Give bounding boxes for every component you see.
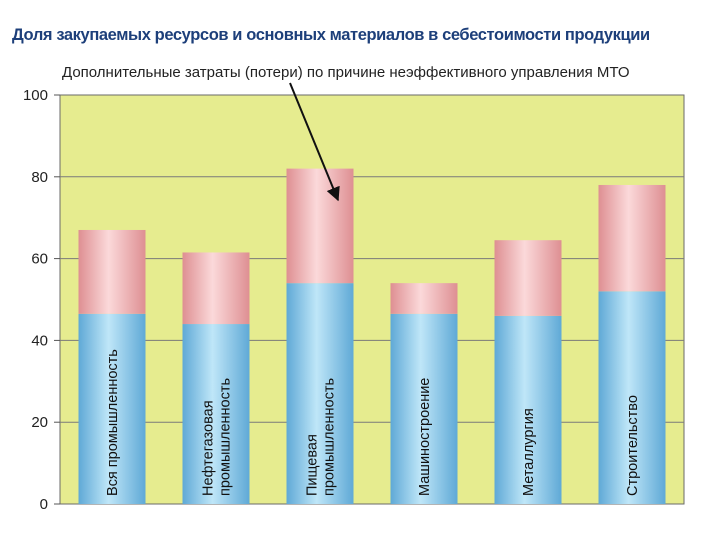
y-tick-label: 40: [31, 332, 48, 349]
bar-segment-losses: [182, 252, 250, 325]
bar-segment-base: [390, 313, 458, 504]
y-tick-label: 100: [23, 87, 48, 104]
category-label-line: Нефтегазовая: [201, 400, 217, 496]
category-label: Нефтегазовая промышленность: [201, 378, 234, 496]
gridlines: [54, 94, 684, 505]
bar-segment-losses: [78, 229, 146, 314]
category-label: Вся промышленность: [105, 349, 121, 496]
category-label-line: Вся промышленность: [105, 349, 121, 496]
x-axis-category-labels: Вся промышленность Нефтегазовая промышленн…: [105, 349, 641, 496]
y-tick-label: 0: [40, 496, 48, 513]
category-label-line: промышленность: [218, 378, 234, 496]
plot-area: [59, 94, 685, 505]
bar-segment-losses: [286, 168, 354, 284]
y-tick-label: 60: [31, 251, 48, 268]
category-label: Металлургия: [521, 408, 537, 496]
y-tick-label: 80: [31, 169, 48, 186]
annotation-arrow: [289, 82, 340, 202]
category-label: Пищевая промышленность: [305, 378, 338, 496]
bar-segment-base: [286, 283, 354, 504]
category-label-line: Пищевая: [305, 434, 321, 496]
bar-segment-losses: [390, 283, 458, 314]
y-axis-tick-labels: 0 20 40 60 80 100: [23, 87, 48, 513]
bar-segment-losses: [598, 184, 666, 292]
chart-title: Доля закупаемых ресурсов и основных мате…: [12, 26, 650, 44]
category-label-line: Машиностроение: [417, 378, 433, 496]
category-label-line: промышленность: [322, 378, 338, 496]
bar-segment-losses: [494, 240, 562, 316]
bar-segment-base: [494, 315, 562, 504]
bar-segment-base: [182, 324, 250, 504]
category-label-line: Металлургия: [521, 408, 537, 496]
category-label: Машиностроение: [417, 378, 433, 496]
y-tick-label: 20: [31, 414, 48, 431]
annotation-text: Дополнительные затраты (потери) по причи…: [62, 64, 630, 81]
category-label-line: Строительство: [625, 395, 641, 496]
bars: [78, 168, 666, 504]
bar-segment-base: [78, 313, 146, 504]
bar-segment-base: [598, 291, 666, 504]
category-label: Строительство: [625, 395, 641, 496]
